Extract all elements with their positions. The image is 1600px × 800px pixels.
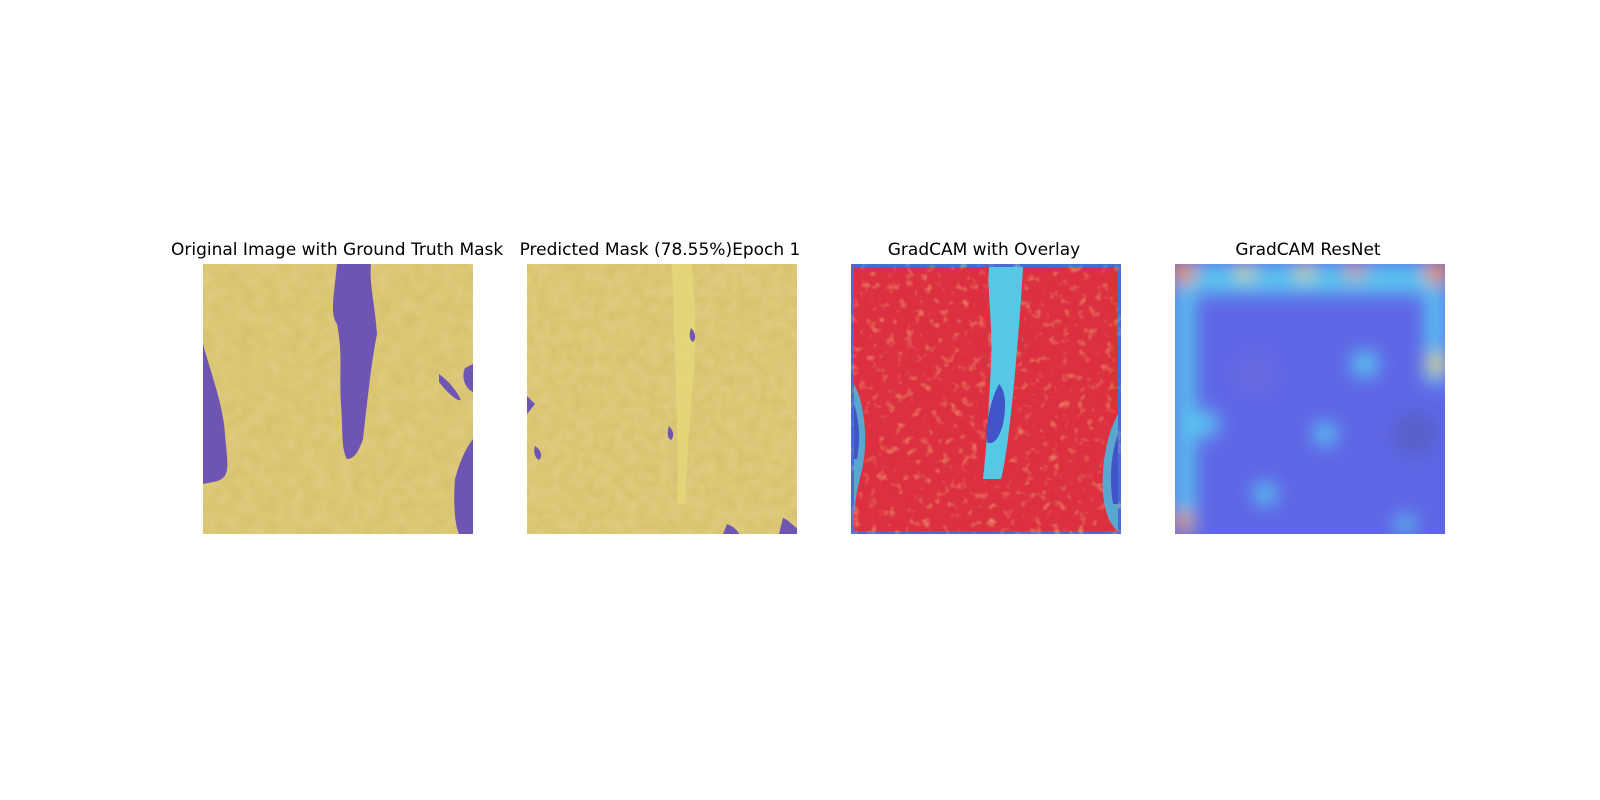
panel-gradcam-overlay: GradCAM with Overlay	[819, 240, 1149, 540]
panel-ground-truth: Original Image with Ground Truth Mask	[171, 240, 504, 540]
panel-title: GradCAM with Overlay	[887, 240, 1081, 260]
panel-title: Predicted Mask (78.55%)Epoch 1	[519, 240, 801, 260]
ground-truth-overlay-image	[203, 264, 473, 534]
panel-title: GradCAM ResNet	[1235, 240, 1381, 260]
predicted-mask-image	[527, 264, 797, 534]
panel-title: Original Image with Ground Truth Mask	[171, 240, 504, 260]
gradcam-overlay-heatmap	[851, 264, 1121, 534]
panel-gradcam-resnet: GradCAM ResNet	[1143, 240, 1473, 540]
gradcam-resnet-heatmap	[1175, 264, 1445, 534]
panel-predicted-mask: Predicted Mask (78.55%)Epoch 1	[495, 240, 825, 540]
